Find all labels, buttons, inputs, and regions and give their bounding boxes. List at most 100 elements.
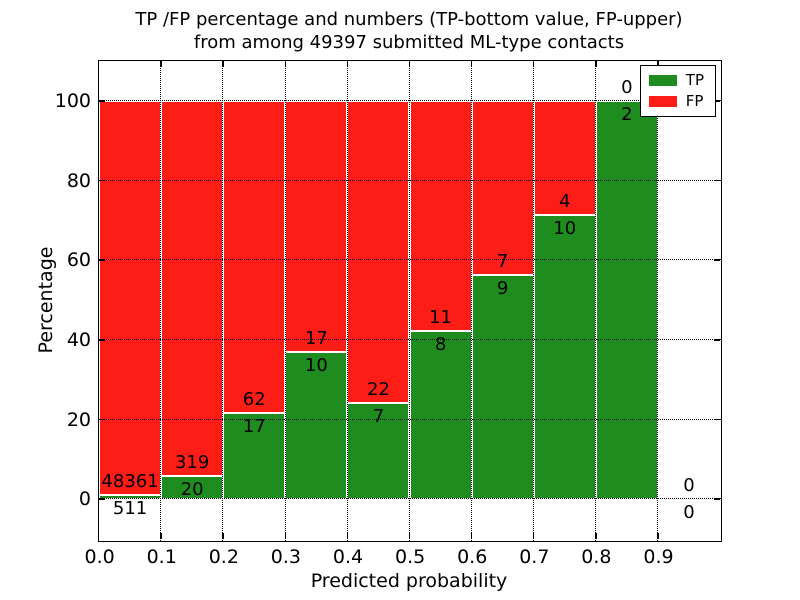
h-gridline (99, 179, 721, 181)
h-gridline (99, 418, 721, 420)
legend-label: FP (685, 92, 704, 110)
y-tick-label: 0 (78, 488, 91, 511)
fp-count-label: 319 (174, 451, 210, 473)
plot-area: 48361 511 319 20 62 17 17 10 22 7 11 8 7 9 4 10 0 2 0 0 TP FP (98, 60, 722, 542)
legend-entry-tp: TP (648, 71, 704, 89)
v-gridline (222, 61, 224, 541)
fp-count-label: 7 (496, 251, 509, 273)
tp-count-label: 17 (242, 416, 266, 438)
tp-count-label: 10 (304, 354, 328, 376)
fp-bar-segment (161, 100, 224, 476)
x-tick-mark (222, 61, 224, 67)
chart-title: TP /FP percentage and numbers (TP-bottom… (19, 8, 799, 54)
chart-title-line2: from among 49397 submitted ML-type conta… (193, 32, 625, 53)
x-tick-mark (160, 61, 162, 67)
fp-count-label: 22 (366, 379, 390, 401)
y-tick-label: 80 (66, 169, 91, 192)
fp-count-label: 48361 (101, 471, 159, 492)
v-gridline (284, 61, 286, 541)
x-tick-mark (470, 533, 473, 539)
tp-swatch-icon (648, 75, 677, 86)
v-gridline (160, 61, 162, 541)
x-tick-mark (284, 61, 287, 67)
legend: TP FP (639, 65, 716, 117)
tp-count-label: 7 (372, 406, 385, 428)
fp-count-label: 0 (621, 76, 633, 98)
tp-count-label: 511 (112, 498, 148, 519)
legend-entry-fp: FP (648, 92, 704, 110)
v-gridline (470, 61, 472, 541)
x-tick-mark (346, 61, 349, 67)
fp-bar-segment (285, 100, 348, 352)
tp-count-label: 10 (553, 217, 577, 239)
x-tick-label: 0.2 (208, 546, 239, 568)
fp-count-label: 17 (304, 327, 328, 349)
y-tick-mark (714, 339, 720, 341)
x-tick-mark (346, 533, 349, 539)
x-tick-mark (532, 61, 535, 67)
y-tick-mark (714, 259, 720, 261)
y-tick-mark (99, 418, 105, 421)
fp-count-label: 11 (429, 307, 452, 329)
h-gridline (99, 339, 721, 341)
y-tick-mark (99, 100, 105, 102)
fp-bar-segment (471, 100, 534, 276)
fp-bar-segment (347, 100, 410, 403)
x-tick-mark (222, 533, 224, 539)
x-tick-label: 0.3 (270, 546, 301, 568)
fp-bar-segment (533, 100, 596, 215)
tp-count-label: 2 (621, 103, 633, 125)
y-tick-mark (99, 259, 105, 261)
v-gridline (595, 61, 597, 541)
tp-count-label: 8 (434, 334, 447, 356)
h-gridline (99, 498, 721, 500)
v-gridline (532, 61, 534, 541)
y-tick-label: 40 (66, 328, 91, 351)
fp-count-label: 0 (683, 475, 695, 497)
x-tick-label: 0.9 (643, 546, 674, 568)
fp-bar-segment (99, 100, 162, 495)
tp-bar-segment (223, 413, 286, 500)
h-gridline (99, 100, 721, 102)
chart-title-line1: TP /FP percentage and numbers (TP-bottom… (135, 9, 683, 30)
v-gridline (408, 61, 410, 541)
legend-label: TP (685, 71, 704, 89)
y-tick-label: 100 (54, 89, 91, 112)
x-tick-mark (532, 533, 535, 539)
tp-count-label: 20 (180, 478, 204, 500)
v-gridline (657, 61, 659, 541)
y-tick-mark (99, 339, 105, 341)
x-tick-label: 0.5 (394, 546, 426, 568)
x-tick-label: 0.1 (146, 546, 177, 568)
x-tick-mark (595, 533, 597, 539)
fp-swatch-icon (648, 96, 677, 107)
x-axis-label: Predicted probability (310, 570, 508, 592)
y-tick-label: 20 (66, 408, 91, 431)
x-tick-mark (657, 61, 659, 67)
tp-bar-segment (409, 331, 472, 500)
x-tick-label: 0.7 (519, 546, 550, 568)
y-tick-mark (99, 179, 105, 182)
fp-count-label: 4 (559, 190, 571, 212)
x-tick-mark (595, 61, 597, 67)
x-tick-label: 0.6 (457, 546, 488, 568)
tp-count-label: 0 (683, 502, 695, 524)
x-tick-mark (408, 533, 411, 539)
tp-count-label: 9 (496, 278, 509, 300)
y-tick-mark (714, 100, 720, 102)
x-tick-label: 0.8 (581, 546, 612, 568)
y-tick-mark (714, 418, 720, 421)
x-tick-mark (657, 533, 659, 539)
fp-bar-segment (409, 100, 472, 332)
tp-bar-segment (595, 100, 658, 500)
y-tick-label: 60 (66, 249, 91, 272)
y-tick-mark (714, 179, 720, 182)
x-tick-mark (470, 61, 473, 67)
x-tick-label: 0.4 (332, 546, 364, 568)
h-gridline (99, 259, 721, 261)
y-tick-mark (99, 498, 105, 500)
x-tick-mark (408, 61, 411, 67)
x-tick-mark (284, 533, 287, 539)
tp-bar-segment (533, 214, 596, 500)
